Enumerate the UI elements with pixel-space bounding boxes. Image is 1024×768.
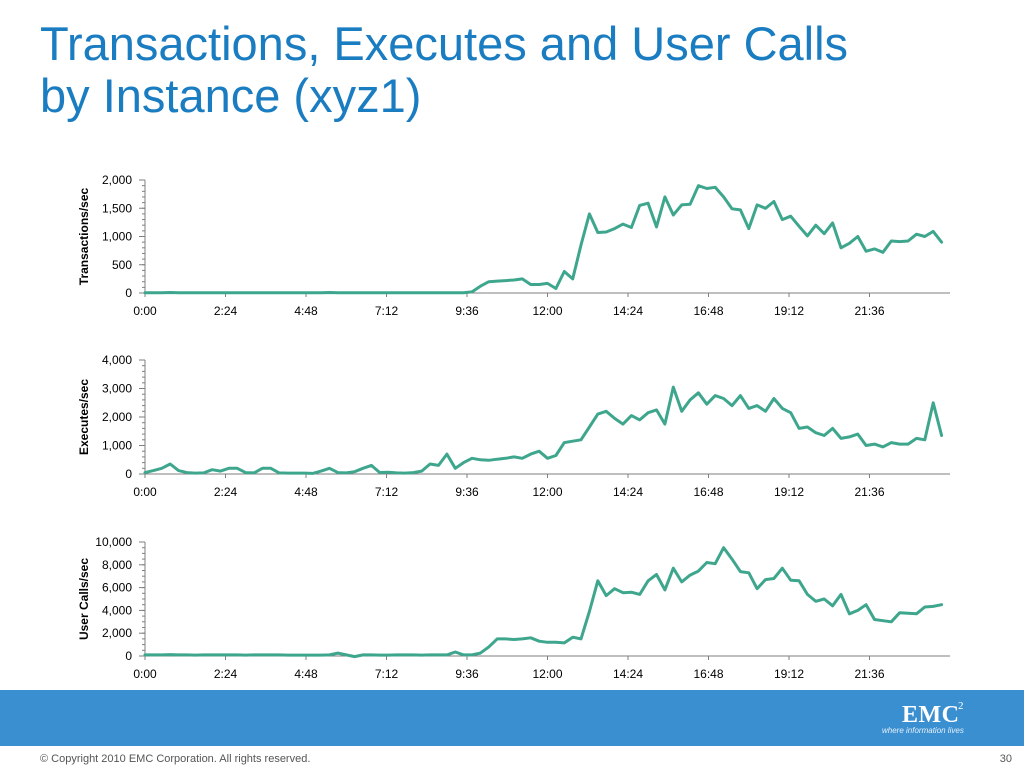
x-tick-label: 21:36 <box>854 304 884 318</box>
x-tick-label: 9:36 <box>455 485 479 499</box>
x-tick-label: 14:24 <box>613 304 643 318</box>
x-tick-label: 2:24 <box>214 667 238 681</box>
series-line <box>143 546 944 659</box>
y-tick-label: 6,000 <box>102 581 132 595</box>
y-axis-title: User Calls/sec <box>77 558 91 640</box>
chart-2: 0 1,000 2,000 3,000 4,000 0:00 2:24 4:48 7:12 9:3… <box>77 353 950 499</box>
x-tick-label: 7:12 <box>375 485 399 499</box>
x-tick-label: 12:00 <box>532 304 562 318</box>
x-tick-label: 7:12 <box>375 667 399 681</box>
charts-area: 0 500 1,000 1,500 2,000 0:00 2:24 4:48 7:12 9:36 1… <box>77 173 950 681</box>
x-tick-label: 0:00 <box>133 485 157 499</box>
chart-1: 0 500 1,000 1,500 2,000 0:00 2:24 4:48 7:12 9:36 1… <box>77 173 950 318</box>
y-axis-title: Transactions/sec <box>77 187 91 285</box>
chart-3: 0 2,000 4,000 6,000 8,000 10,000 0:00 2:24 4:48 7… <box>77 535 950 681</box>
y-tick-label: 0 <box>125 467 132 481</box>
emc-logo: EMC 2 where information lives <box>882 700 982 736</box>
y-axis-title: Executes/sec <box>77 379 91 455</box>
x-tick-label: 7:12 <box>375 304 399 318</box>
footer-band: EMC 2 where information lives <box>0 690 1024 746</box>
x-tick-label: 4:48 <box>294 304 318 318</box>
y-tick-label: 1,000 <box>102 230 132 244</box>
y-tick-label: 3,000 <box>102 382 132 396</box>
x-tick-label: 16:48 <box>693 667 723 681</box>
x-tick-label: 2:24 <box>214 485 238 499</box>
x-tick-label: 0:00 <box>133 667 157 681</box>
x-tick-label: 9:36 <box>455 304 479 318</box>
slide-title-line-1: Transactions, Executes and User Calls <box>40 17 849 70</box>
x-tick-label: 19:12 <box>774 667 804 681</box>
x-tick-label: 12:00 <box>532 667 562 681</box>
x-tick-label: 21:36 <box>854 667 884 681</box>
x-tick-label: 0:00 <box>133 304 157 318</box>
x-tick-label: 4:48 <box>294 485 318 499</box>
y-tick-label: 10,000 <box>95 535 132 549</box>
x-tick-label: 19:12 <box>774 485 804 499</box>
y-tick-label: 1,000 <box>102 439 132 453</box>
y-tick-label: 2,000 <box>102 410 132 424</box>
x-tick-label: 19:12 <box>774 304 804 318</box>
y-tick-label: 1,500 <box>102 201 132 215</box>
y-tick-label: 500 <box>112 258 132 272</box>
x-tick-label: 16:48 <box>693 304 723 318</box>
logo-tagline: where information lives <box>882 726 964 735</box>
x-tick-label: 16:48 <box>693 485 723 499</box>
slide-title: Transactions, Executes and User Calls by… <box>40 18 1000 122</box>
y-tick-label: 0 <box>125 649 132 663</box>
slide-title-line-2: by Instance (xyz1) <box>40 69 422 122</box>
x-tick-label: 12:00 <box>532 485 562 499</box>
logo-text: EMC <box>902 702 960 728</box>
series-line <box>143 184 944 295</box>
logo-superscript: 2 <box>958 700 964 712</box>
x-tick-label: 2:24 <box>214 304 238 318</box>
y-tick-label: 4,000 <box>102 603 132 617</box>
y-tick-label: 4,000 <box>102 353 132 367</box>
x-tick-label: 9:36 <box>455 667 479 681</box>
series-line <box>143 385 944 475</box>
page-number: 30 <box>999 753 1012 765</box>
y-tick-label: 0 <box>125 286 132 300</box>
x-tick-label: 4:48 <box>294 667 318 681</box>
footer-copyright: © Copyright 2010 EMC Corporation. All ri… <box>40 753 311 765</box>
y-tick-label: 2,000 <box>102 626 132 640</box>
x-tick-label: 14:24 <box>613 485 643 499</box>
x-tick-label: 14:24 <box>613 667 643 681</box>
y-tick-label: 2,000 <box>102 173 132 187</box>
y-tick-label: 8,000 <box>102 558 132 572</box>
x-tick-label: 21:36 <box>854 485 884 499</box>
